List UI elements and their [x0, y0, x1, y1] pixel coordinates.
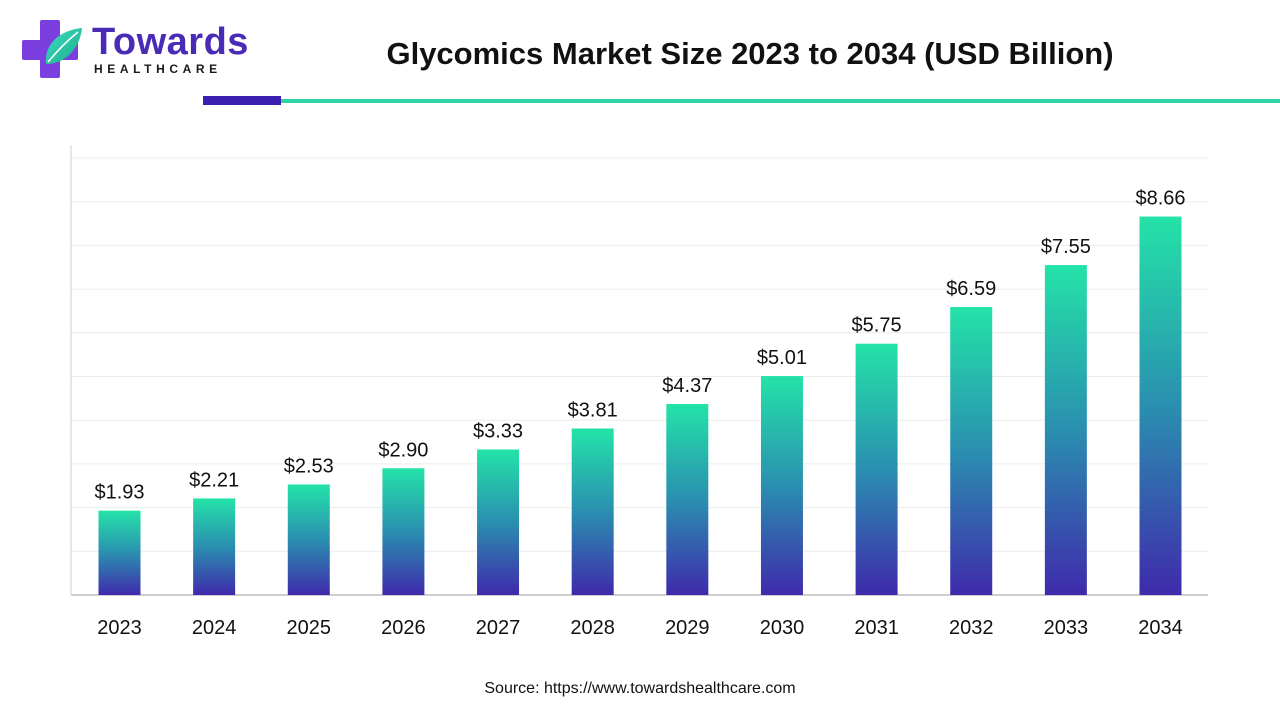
x-tick-label-2024: 2024 [192, 617, 237, 639]
bar-2025 [287, 484, 330, 595]
bar-2029 [666, 404, 709, 595]
bar-2028 [571, 428, 614, 595]
x-tick-label-2033: 2033 [1044, 617, 1089, 639]
data-label-2029: $4.37 [662, 375, 712, 397]
bar-2023 [98, 510, 141, 595]
bar-2031 [855, 343, 898, 595]
x-tick-label-2023: 2023 [97, 617, 142, 639]
data-label-2023: $1.93 [94, 482, 144, 504]
medical-cross-icon [22, 20, 82, 78]
bar-2027 [477, 449, 520, 595]
title-rule-dark [203, 96, 281, 105]
data-label-2033: $7.55 [1041, 236, 1091, 258]
brand-name: Towards [92, 21, 249, 63]
source-note: Source: https://www.towardshealthcare.co… [484, 680, 796, 697]
x-tick-label-2025: 2025 [287, 617, 332, 639]
bar-2033 [1044, 265, 1087, 595]
brand-logo: Towards HEALTHCARE [20, 18, 248, 80]
bar-2030 [760, 376, 803, 595]
title-rule-teal [281, 99, 1280, 103]
bar-2024 [193, 498, 236, 595]
data-label-2026: $2.90 [378, 439, 428, 461]
x-tick-label-2026: 2026 [381, 617, 426, 639]
x-tick-label-2029: 2029 [665, 617, 710, 639]
data-label-2028: $3.81 [568, 400, 618, 422]
x-tick-label-2028: 2028 [570, 617, 615, 639]
data-label-2034: $8.66 [1135, 188, 1185, 210]
x-tick-label-2027: 2027 [476, 617, 521, 639]
data-label-2025: $2.53 [284, 455, 334, 477]
x-tick-label-2032: 2032 [949, 617, 994, 639]
data-label-2027: $3.33 [473, 420, 523, 442]
data-label-2030: $5.01 [757, 347, 807, 369]
x-tick-label-2031: 2031 [854, 617, 899, 639]
data-label-2024: $2.21 [189, 469, 239, 491]
x-tick-label-2034: 2034 [1138, 617, 1183, 639]
data-label-2032: $6.59 [946, 278, 996, 300]
chart-title: Glycomics Market Size 2023 to 2034 (USD … [386, 36, 1114, 71]
bar-2026 [382, 468, 425, 595]
bar-2032 [950, 307, 993, 595]
data-label-2031: $5.75 [852, 315, 902, 337]
x-tick-label-2030: 2030 [760, 617, 805, 639]
brand-subname: HEALTHCARE [94, 62, 222, 76]
bar-2034 [1139, 216, 1182, 596]
